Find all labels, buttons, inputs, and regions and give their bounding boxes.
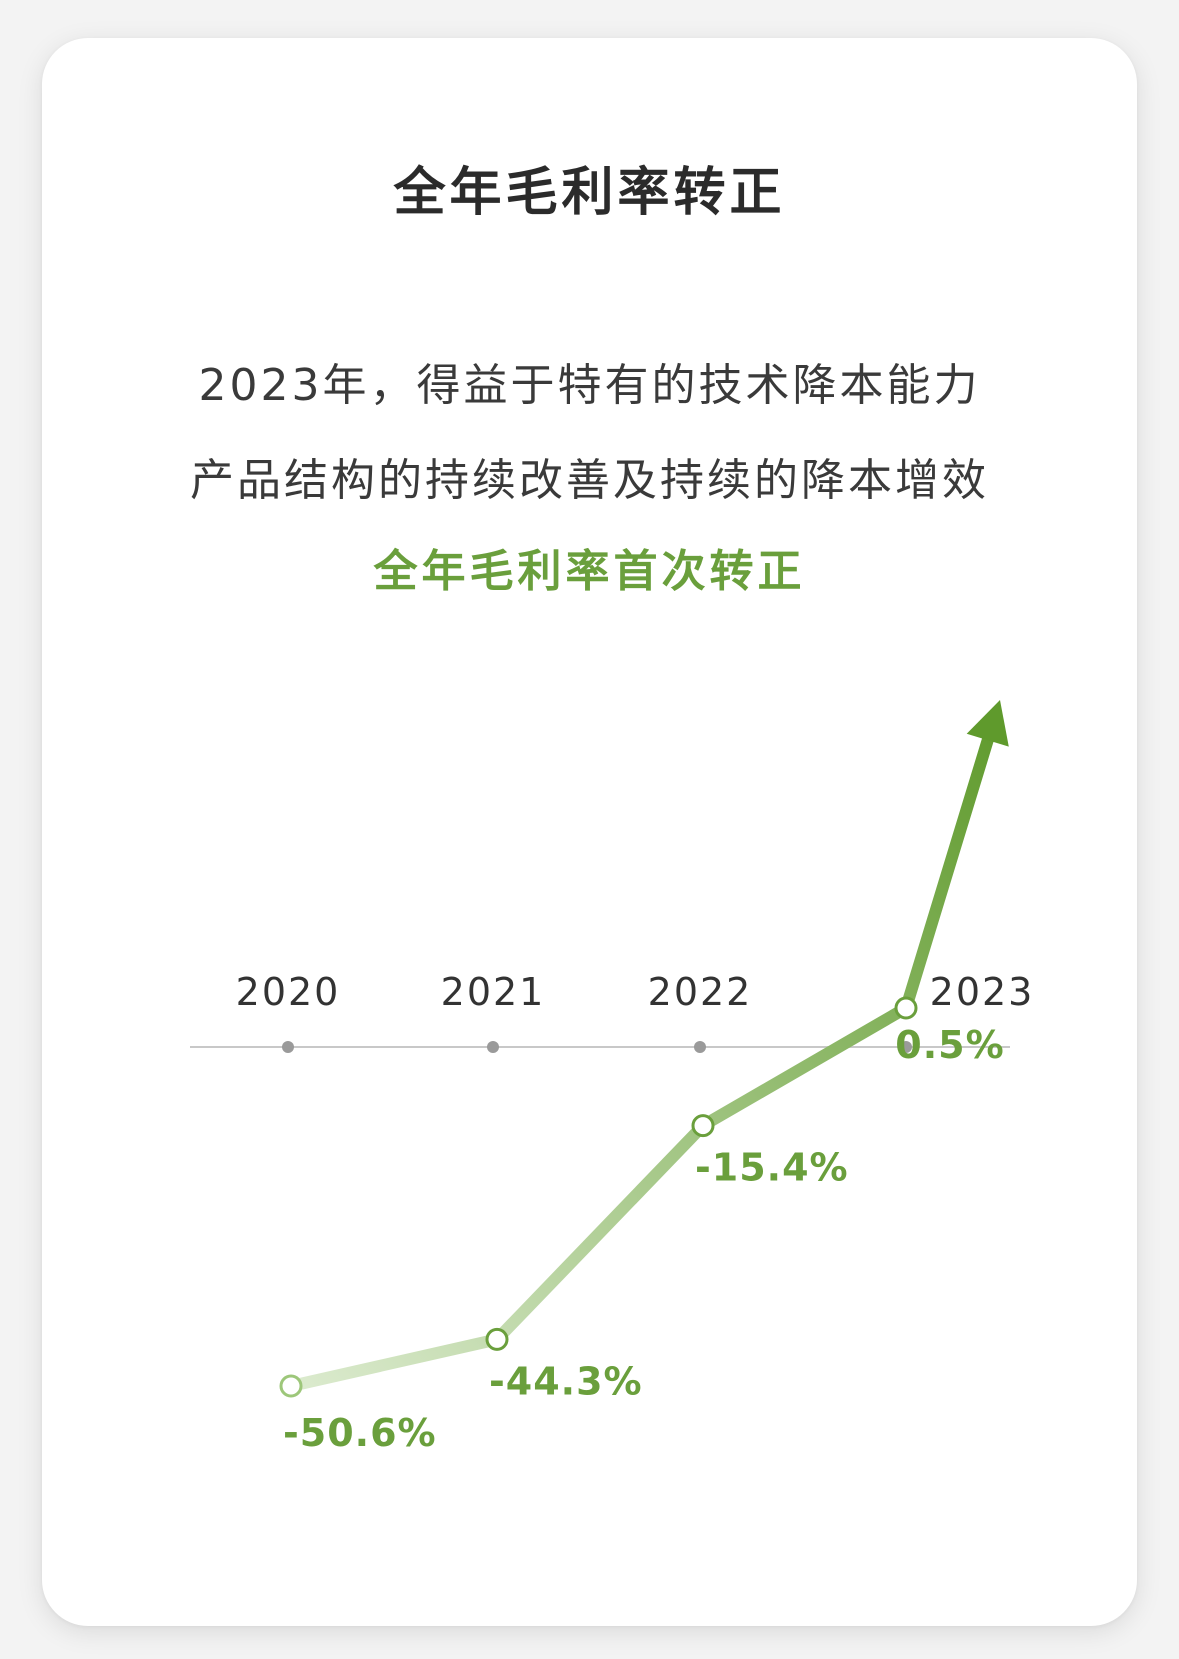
value-label-2021: -44.3% xyxy=(489,1359,643,1403)
data-point-2021 xyxy=(485,1327,509,1351)
year-label-2021: 2021 xyxy=(441,970,546,1014)
description-line-1: 2023年，得益于特有的技术降本能力 xyxy=(198,360,981,411)
tick-dot-2023 xyxy=(900,1041,912,1053)
value-label-2022: -15.4% xyxy=(695,1146,849,1190)
value-label-2023: 0.5% xyxy=(895,1023,1004,1067)
data-point-2023 xyxy=(894,996,918,1020)
description-line-2: 产品结构的持续改善及持续的降本增效 xyxy=(190,455,989,506)
year-label-2020: 2020 xyxy=(236,970,341,1014)
page-title: 全年毛利率转正 xyxy=(393,163,786,223)
year-label-2022: 2022 xyxy=(648,970,753,1014)
tick-dot-2020 xyxy=(282,1041,294,1053)
year-label-2023: 2023 xyxy=(930,970,1035,1014)
trend-arrow-head xyxy=(966,700,1009,747)
data-point-2020 xyxy=(279,1374,303,1398)
value-label-2020: -50.6% xyxy=(283,1411,437,1455)
data-point-2022 xyxy=(691,1114,715,1138)
tick-dot-2022 xyxy=(694,1041,706,1053)
tick-dot-2021 xyxy=(487,1041,499,1053)
trend-line xyxy=(285,734,994,1392)
highlight-text: 全年毛利率首次转正 xyxy=(373,546,806,597)
